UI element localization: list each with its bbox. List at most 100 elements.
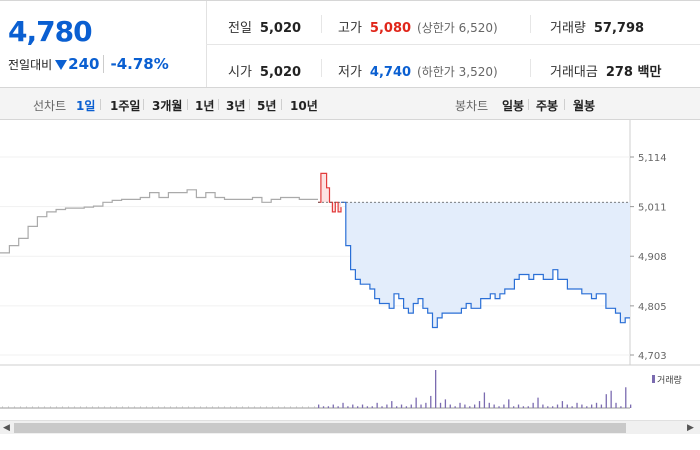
volume-bar-history — [206, 406, 207, 408]
volume-bar-history — [308, 406, 309, 408]
tab-3year[interactable]: 3년 — [226, 99, 246, 113]
volume-bar — [508, 399, 510, 408]
change-percent: -4.78% — [103, 55, 169, 73]
candle-chart-label: 봉차트 — [455, 99, 489, 113]
volume-bar-history — [290, 406, 291, 408]
volume-bar-history — [266, 406, 267, 408]
amount-label: 거래대금 — [550, 65, 598, 80]
series-line — [341, 201, 630, 329]
intraday-price-chart: 5,114 5,011 4,908 4,805 4,703 거래량 — [0, 120, 700, 409]
volume-bar-history — [314, 406, 315, 408]
volume-bar — [600, 404, 603, 408]
volume-bar-history — [284, 406, 285, 408]
volume-bar — [327, 406, 330, 408]
volume-bar — [625, 387, 627, 408]
volume-bar — [347, 406, 349, 408]
volume-bar-history — [98, 406, 99, 408]
volume-bar — [357, 406, 359, 408]
low-cell: 저가 4,740 (하한가 3,520) — [338, 61, 498, 80]
volume-bar — [415, 397, 417, 408]
volume-bar — [332, 404, 334, 408]
volume-bar-history — [44, 406, 45, 408]
volume-bar — [547, 406, 549, 408]
volume-bar-history — [38, 406, 39, 408]
lower-limit: (하한가 3,520) — [417, 65, 498, 79]
scroll-right-icon[interactable]: ▶ — [687, 423, 694, 433]
volume-bar — [571, 406, 573, 408]
volume-bar — [498, 406, 500, 408]
volume-bar — [386, 404, 388, 408]
tab-daily[interactable]: 일봉 — [502, 99, 525, 113]
tab-monthly[interactable]: 월봉 — [573, 99, 596, 113]
volume-bar — [371, 406, 373, 408]
volume-bar — [488, 402, 490, 408]
volume-bar-history — [278, 406, 279, 408]
divider — [100, 99, 101, 110]
volume-bar — [322, 406, 325, 408]
prev-close-cell: 전일 5,020 — [228, 17, 301, 36]
tab-10year[interactable]: 10년 — [290, 99, 318, 113]
scroll-left-icon[interactable]: ◀ — [3, 423, 10, 433]
volume-bar — [439, 402, 442, 408]
series-line — [0, 189, 318, 254]
volume-bar-history — [50, 406, 51, 408]
tab-5year[interactable]: 5년 — [257, 99, 277, 113]
volume-bar — [376, 402, 378, 408]
series-area — [341, 202, 630, 328]
volume-bar — [610, 390, 612, 408]
volume-bar — [469, 406, 471, 408]
upper-limit: (상한가 6,520) — [417, 21, 498, 35]
tab-3month[interactable]: 3개월 — [152, 99, 183, 113]
volume-bar-history — [158, 406, 159, 408]
volume-bar — [478, 401, 481, 408]
volume-bar-history — [2, 406, 3, 408]
volume-bar — [381, 406, 383, 408]
volume-bar — [454, 406, 456, 408]
chart-period-tabs: 선차트 1일 1주일 3개월 1년 3년 5년 10년 봉차트 일봉 주봉 월봉 — [0, 88, 700, 120]
tab-1week[interactable]: 1주일 — [110, 99, 141, 113]
volume-bar — [449, 404, 451, 408]
y-tick-label: 4,703 — [638, 351, 667, 362]
chart-scrollbar[interactable]: ◀ ▶ — [0, 420, 700, 435]
volume-bar-history — [146, 406, 147, 408]
y-tick-label: 5,114 — [638, 153, 667, 164]
price-change: 전일대비 240 -4.78% — [8, 55, 169, 73]
scrollbar-thumb[interactable] — [14, 423, 626, 433]
volume-bar — [420, 404, 422, 408]
divider — [530, 59, 531, 77]
volume-bar — [435, 370, 437, 408]
volume-bar-history — [122, 406, 123, 408]
volume-bar — [400, 404, 403, 408]
volume-label: 거래량 — [550, 21, 586, 36]
tab-1day[interactable]: 1일 — [76, 99, 96, 113]
volume-bar — [352, 404, 354, 408]
change-value: 240 — [68, 55, 100, 73]
volume-bar-history — [128, 406, 129, 408]
tab-weekly[interactable]: 주봉 — [536, 99, 559, 113]
tab-1year[interactable]: 1년 — [195, 99, 215, 113]
line-chart-label: 선차트 — [33, 99, 67, 113]
volume-bar-history — [80, 406, 81, 408]
y-tick-label: 4,908 — [638, 252, 667, 263]
stock-quote-panel: 4,780 전일대비 240 -4.78% 전일 5,020 시가 5,020 고가 5,… — [0, 0, 700, 88]
open-label: 시가 — [228, 65, 252, 80]
volume-bar-history — [8, 406, 9, 408]
high-label: 고가 — [338, 21, 362, 36]
volume-bar — [615, 402, 617, 408]
volume-bar-history — [200, 406, 201, 408]
divider — [249, 99, 250, 110]
volume-bar — [425, 402, 427, 408]
y-tick-label: 4,805 — [638, 302, 667, 313]
divider — [564, 99, 565, 110]
volume-legend-swatch — [652, 375, 655, 383]
volume-bar-history — [14, 406, 15, 408]
volume-bar — [459, 402, 461, 408]
volume-bar — [396, 406, 398, 408]
divider — [321, 15, 322, 33]
volume-bar-history — [254, 406, 255, 408]
volume-bar — [410, 404, 412, 408]
volume-bar — [527, 406, 529, 408]
volume-bar-history — [134, 406, 135, 408]
volume-bar-history — [32, 406, 33, 408]
volume-bar-history — [272, 406, 273, 408]
